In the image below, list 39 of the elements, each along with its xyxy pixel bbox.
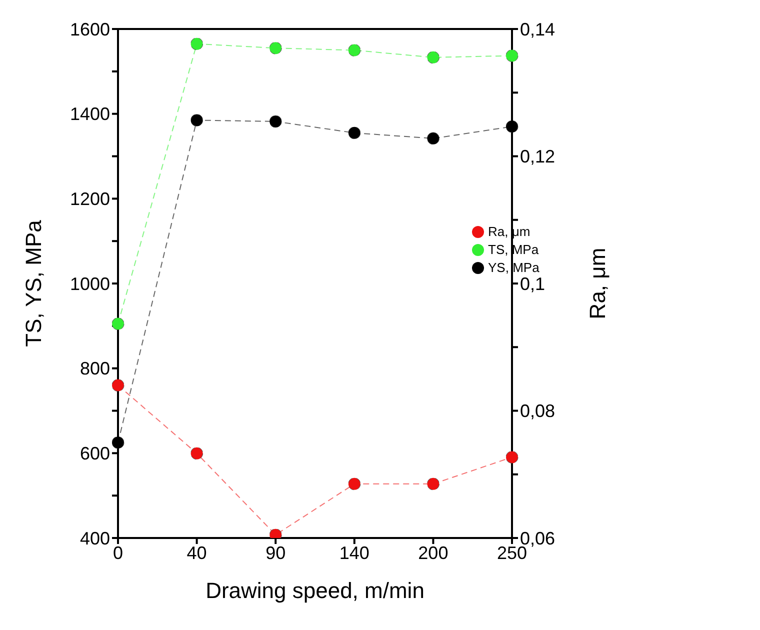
x-tick-label: 90 — [266, 542, 286, 563]
point — [426, 478, 440, 490]
point — [348, 478, 361, 490]
point — [348, 44, 361, 56]
point — [190, 447, 204, 460]
x-axis-title: Drawing speed, m/min — [206, 578, 424, 603]
y2-tick-label: 0,08 — [520, 401, 556, 422]
legend-label: TS, MPa — [488, 242, 539, 257]
y-tick-label: 1600 — [70, 19, 110, 40]
y-tick-label: 600 — [80, 444, 110, 464]
x-tick-label: 200 — [418, 542, 448, 563]
y-axis-title: TS, YS, MPa — [20, 219, 46, 347]
y2-tick-label: 0,12 — [520, 146, 556, 167]
point — [190, 38, 204, 50]
point — [112, 436, 124, 449]
point — [506, 120, 518, 133]
y-tick-label: 400 — [80, 528, 110, 548]
point — [112, 318, 124, 330]
y-tick-label: 1200 — [70, 189, 110, 210]
point — [112, 379, 124, 392]
point — [426, 132, 440, 145]
y-tick-label: 1000 — [70, 274, 110, 294]
y-tick-label: 800 — [80, 358, 110, 379]
point — [190, 114, 204, 126]
y2-tick-label: 0,1 — [520, 274, 546, 294]
x-tick-label: 0 — [112, 542, 124, 563]
x-tick-label: 140 — [339, 542, 370, 563]
point — [426, 51, 440, 64]
point — [348, 126, 361, 140]
legend-label: YS, MPa — [488, 260, 540, 275]
y2-tick-label: 0,14 — [520, 19, 556, 40]
point — [506, 450, 518, 464]
y-tick-label: 1400 — [70, 104, 110, 124]
point — [269, 42, 282, 54]
point — [269, 115, 282, 128]
point — [506, 49, 518, 62]
y2-axis-title: Ra, μm — [584, 248, 610, 320]
x-tick-label: 40 — [186, 542, 207, 563]
legend-label: Ra, μm — [488, 224, 530, 239]
